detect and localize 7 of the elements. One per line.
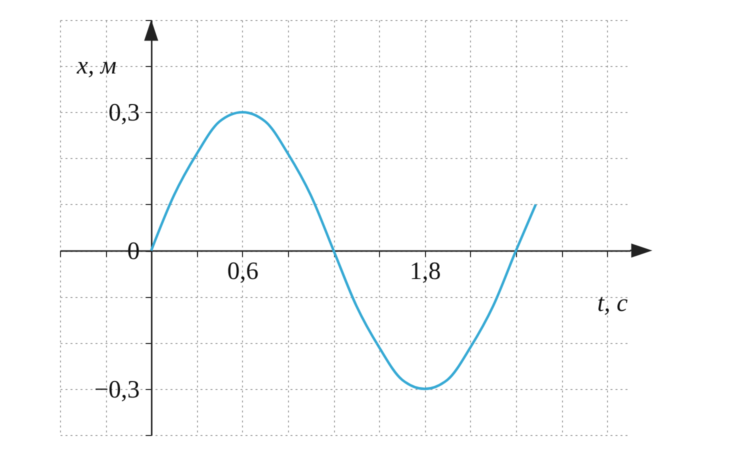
line-series	[150, 110, 538, 390]
y-tick-label: −0,3	[94, 376, 140, 404]
x-axis-title: t, с	[597, 290, 628, 318]
x-tick-label: 1,8	[410, 258, 441, 286]
y-tick-label: 0,3	[108, 100, 140, 127]
x-tick-label: 0,6	[227, 258, 259, 286]
y-axis-title: x, м	[76, 52, 117, 80]
